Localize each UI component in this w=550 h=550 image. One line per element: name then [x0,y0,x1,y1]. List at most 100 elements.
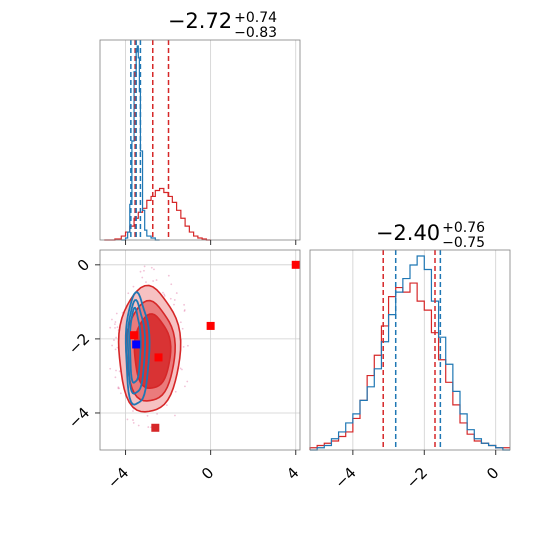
scatter-dot [109,367,112,370]
scatter-dot [115,369,117,372]
scatter-dot [173,299,176,301]
scatter-dot [127,292,130,295]
panel-1-quantile-lines [130,40,170,240]
scatter-dot [114,323,116,326]
scatter-dot [155,279,158,281]
scatter-dot [117,387,120,390]
panel-3-title: −2.40 [376,221,440,245]
scatter-dot [174,414,176,417]
panel-1-frame [99,39,301,241]
panel-3-quantile-lines [382,250,442,450]
joint-contour-panel: −4 0 4 0 −2 −4 [65,249,303,493]
scatter-dot [141,276,144,279]
scatter-dot [174,390,177,393]
scatter-dot [111,344,113,347]
blue-contour-2 [128,306,142,384]
scatter-dot [179,367,182,370]
scatter-dot [115,312,118,315]
scatter-dot [109,326,112,329]
scatter-dot [126,418,129,421]
scatter-dot [175,292,178,294]
scatter-dot [114,321,117,323]
blue-contour-1 [126,299,147,395]
scatter-dot [156,412,158,415]
panel-2-ytick-label-2: −4 [65,404,93,432]
scatter-dot [132,419,134,421]
scatter-dot [184,385,186,388]
scatter-dot [132,285,135,288]
panel-1-hist-series-0 [104,187,211,241]
scatter-dot [173,303,175,306]
marginal-histogram-2: −2.40 +0.76 −0.75 −4 −2 0 [309,220,511,492]
scatter-dot [163,294,166,297]
marginal-histogram-1: −2.72 +0.74 −0.83 [99,9,301,245]
marker-5 [151,423,160,432]
scatter-dot [115,336,118,339]
panel-1-grid [125,40,297,240]
panel-1-hist-series-1 [121,45,160,241]
panel-2-xtick-label-2: 4 [283,464,302,483]
scatter-dot [137,424,140,427]
scatter-dot [150,266,153,269]
panel-3-xtick-label-2: 0 [483,464,502,483]
panel-2-ytick-label-1: −2 [65,330,93,358]
scatter-dot [145,281,147,283]
scatter-dot [169,297,172,300]
scatter-dot [165,404,168,407]
panel-3-hist-series-1 [310,255,510,451]
scatter-dot [111,318,113,321]
panel-3-hist-series-0 [309,282,510,450]
panel-1-title-upper: +0.74 [234,10,277,26]
scatter-dot [179,321,182,324]
panel-1-title: −2.72 [168,9,232,33]
scatter-dot [162,291,164,294]
scatter-dot [153,268,155,271]
scatter-dot [132,410,134,412]
panel-3-title-value: −2.40 [376,221,440,245]
marker-4 [291,260,300,269]
scatter-dot [117,386,120,389]
panel-2-frame [99,249,301,451]
scatter-dot [182,345,185,348]
panel-3-grid [352,250,497,450]
panel-2-ticks: −4 0 4 0 −2 −4 [65,256,303,493]
panel-3-series [309,255,510,451]
panel-2-ytick-label-0: 0 [74,256,93,275]
scatter-dot [143,265,146,268]
scatter-dot [132,421,135,424]
panel-2-xtick-label-1: 0 [198,464,217,483]
marker-3 [206,321,215,330]
scatter-dot [181,327,184,330]
panel-2-markers [130,260,300,432]
marker-0 [130,331,139,340]
blue-contour-0 [124,291,151,406]
panel-1-title-value: −2.72 [168,9,232,33]
scatter-dot [186,380,189,383]
panel-3-xtick-label-0: −4 [331,464,359,492]
scatter-dot [114,326,116,329]
scatter-dot [183,303,185,306]
scatter-dot [186,344,189,347]
scatter-dot [183,310,186,312]
scatter-dot [139,270,142,273]
panel-3-ticks: −4 −2 0 [331,450,503,492]
panel-2-xtick-label-0: −4 [104,464,132,492]
blue-contours [124,291,151,406]
scatter-dot [143,269,145,272]
scatter-dot [118,387,120,390]
scatter-dot [181,368,183,371]
scatter-dot [146,414,149,417]
scatter-dot [118,370,121,373]
panel-1-series [104,45,211,241]
panel-3-frame [309,249,511,451]
panel-1-ticks [125,240,297,245]
scatter-dot [167,274,170,277]
panel-3-title-lower: −0.75 [442,235,485,251]
panel-3-title-upper: +0.76 [442,220,485,236]
scatter-dot [113,339,115,341]
scatter-dot [183,309,186,311]
panel-3-xtick-label-1: −2 [403,464,431,492]
scatter-dot [114,348,117,351]
scatter-dot [116,326,119,329]
